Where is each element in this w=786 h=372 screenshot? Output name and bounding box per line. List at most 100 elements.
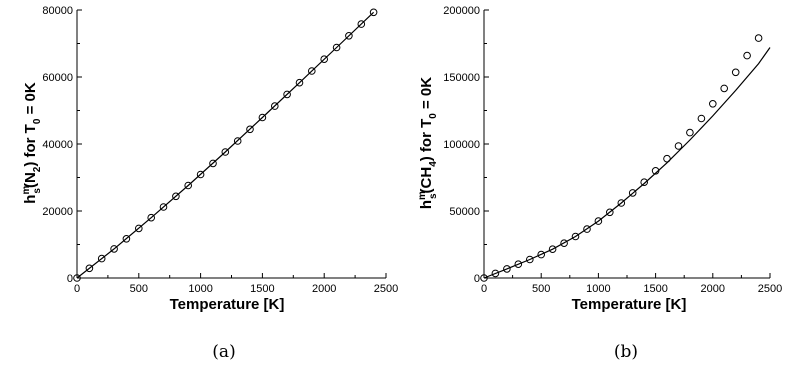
y-label-a-open: (: [22, 183, 39, 188]
data-point-b: [686, 128, 694, 137]
y-tick-label-a: 40000: [42, 139, 73, 151]
data-point-a: [320, 55, 329, 64]
y-label-b-end: = 0K: [418, 77, 435, 113]
x-tick-label-a: 0: [74, 283, 80, 295]
data-point-a: [308, 67, 316, 75]
data-point-b: [491, 269, 500, 278]
x-axis-label-b: Temperature [K]: [572, 296, 687, 313]
y-tick-label-b: 0: [474, 273, 480, 285]
y-label-b-species-sub: 4: [428, 161, 439, 167]
data-point-b: [617, 199, 626, 207]
caption-a: (a): [212, 342, 235, 362]
data-point-b: [548, 245, 557, 253]
y-tick-label-a: 60000: [42, 72, 73, 84]
data-point-b: [583, 225, 591, 233]
data-point-a: [332, 43, 341, 52]
y-label-b-species: CH: [418, 167, 435, 189]
x-tick-label-a: 500: [130, 283, 148, 295]
data-point-a: [159, 203, 168, 211]
x-tick-label-b: 500: [532, 283, 550, 295]
data-point-b: [674, 142, 683, 150]
y-tick-label-b: 50000: [449, 206, 480, 218]
y-label-b-sub: s: [428, 193, 439, 199]
y-tick-label-b: 150000: [443, 72, 480, 84]
data-point-a: [184, 181, 192, 190]
data-point-b: [628, 189, 637, 197]
series-line-a: [76, 11, 375, 279]
data-marks-a: [73, 8, 378, 282]
data-point-a: [196, 170, 205, 179]
series-line-b: [483, 47, 771, 279]
y-label-a-mid: ) for T: [22, 124, 39, 167]
data-point-b: [503, 265, 511, 273]
x-tick-label-b: 1500: [643, 283, 667, 295]
data-point-b: [731, 68, 740, 77]
tick-labels-a: 0 500 1000 1500 2000 2500 0 20000 40000 60000 8000…: [42, 5, 398, 295]
caption-b: (b): [614, 342, 638, 362]
data-point-a: [110, 245, 118, 253]
data-point-a: [246, 125, 254, 134]
data-point-a: [172, 192, 180, 201]
y-label-b-mid: ) for T: [418, 119, 435, 162]
data-point-a: [369, 8, 378, 17]
data-point-b: [526, 255, 534, 264]
axes-b: [483, 9, 771, 279]
data-point-a: [345, 32, 353, 40]
y-tick-label-a: 20000: [42, 206, 73, 218]
data-point-b: [651, 167, 660, 175]
y-tick-label-a: 80000: [42, 5, 73, 17]
y-label-a-species: N: [22, 172, 39, 183]
data-point-a: [147, 213, 155, 222]
y-axis-label-a: hms(N2) for T0 = 0K: [21, 82, 43, 204]
y-label-a-sup: m: [21, 186, 32, 195]
data-point-a: [283, 90, 291, 99]
data-point-a: [357, 20, 366, 28]
data-point-a: [295, 78, 304, 87]
y-label-b-open: (: [418, 188, 435, 193]
data-point-b: [606, 208, 614, 217]
data-point-b: [743, 51, 751, 60]
data-point-a: [271, 102, 279, 110]
data-point-a: [258, 113, 267, 122]
data-point-a: [209, 159, 217, 168]
y-tick-label-b: 200000: [443, 5, 480, 17]
x-tick-label-a: 1500: [250, 283, 274, 295]
x-tick-label-a: 2000: [312, 283, 336, 295]
data-point-a: [233, 137, 242, 145]
data-point-b: [720, 84, 729, 93]
x-tick-label-b: 2000: [701, 283, 725, 295]
data-point-b: [571, 232, 580, 241]
y-label-a-sub: s: [32, 188, 43, 194]
tick-labels-b: 0 500 1000 1500 2000 2500 0 50000 100000 150000 20…: [443, 5, 782, 295]
x-tick-label-b: 2500: [758, 283, 782, 295]
panel-b: 0 500 1000 1500 2000 2500 0 50000 100000 150000 20…: [417, 5, 782, 362]
x-tick-label-b: 1000: [586, 283, 610, 295]
x-tick-label-a: 1000: [188, 283, 212, 295]
data-point-a: [97, 254, 106, 263]
y-tick-label-b: 100000: [443, 139, 480, 151]
panel-a: 0 500 1000 1500 2000 2500 0 20000 40000 60000 8000…: [21, 5, 398, 362]
data-point-b: [754, 34, 763, 42]
y-axis-label-b: hms(CH4) for T0 = 0K: [417, 77, 439, 209]
data-point-b: [537, 250, 546, 259]
data-point-b: [594, 217, 603, 225]
y-tick-label-a: 0: [67, 273, 73, 285]
y-label-a-tsub: 0: [32, 118, 43, 124]
y-label-b-sup: m: [417, 191, 428, 200]
data-point-a: [85, 264, 94, 273]
x-tick-label-a: 2500: [374, 283, 398, 295]
data-point-a: [221, 148, 230, 156]
data-marks-b: [480, 34, 771, 282]
data-point-a: [73, 274, 81, 282]
data-point-b: [640, 178, 649, 186]
data-point-b: [663, 154, 671, 163]
x-tick-label-b: 0: [481, 283, 487, 295]
y-label-a-end: = 0K: [22, 82, 39, 118]
axes-a: [76, 9, 387, 279]
x-axis-label-a: Temperature [K]: [170, 296, 285, 313]
y-label-a-h: h: [22, 195, 39, 204]
y-label-a-species-sub: 2: [32, 166, 43, 172]
data-point-a: [135, 224, 143, 233]
data-point-b: [514, 260, 523, 269]
